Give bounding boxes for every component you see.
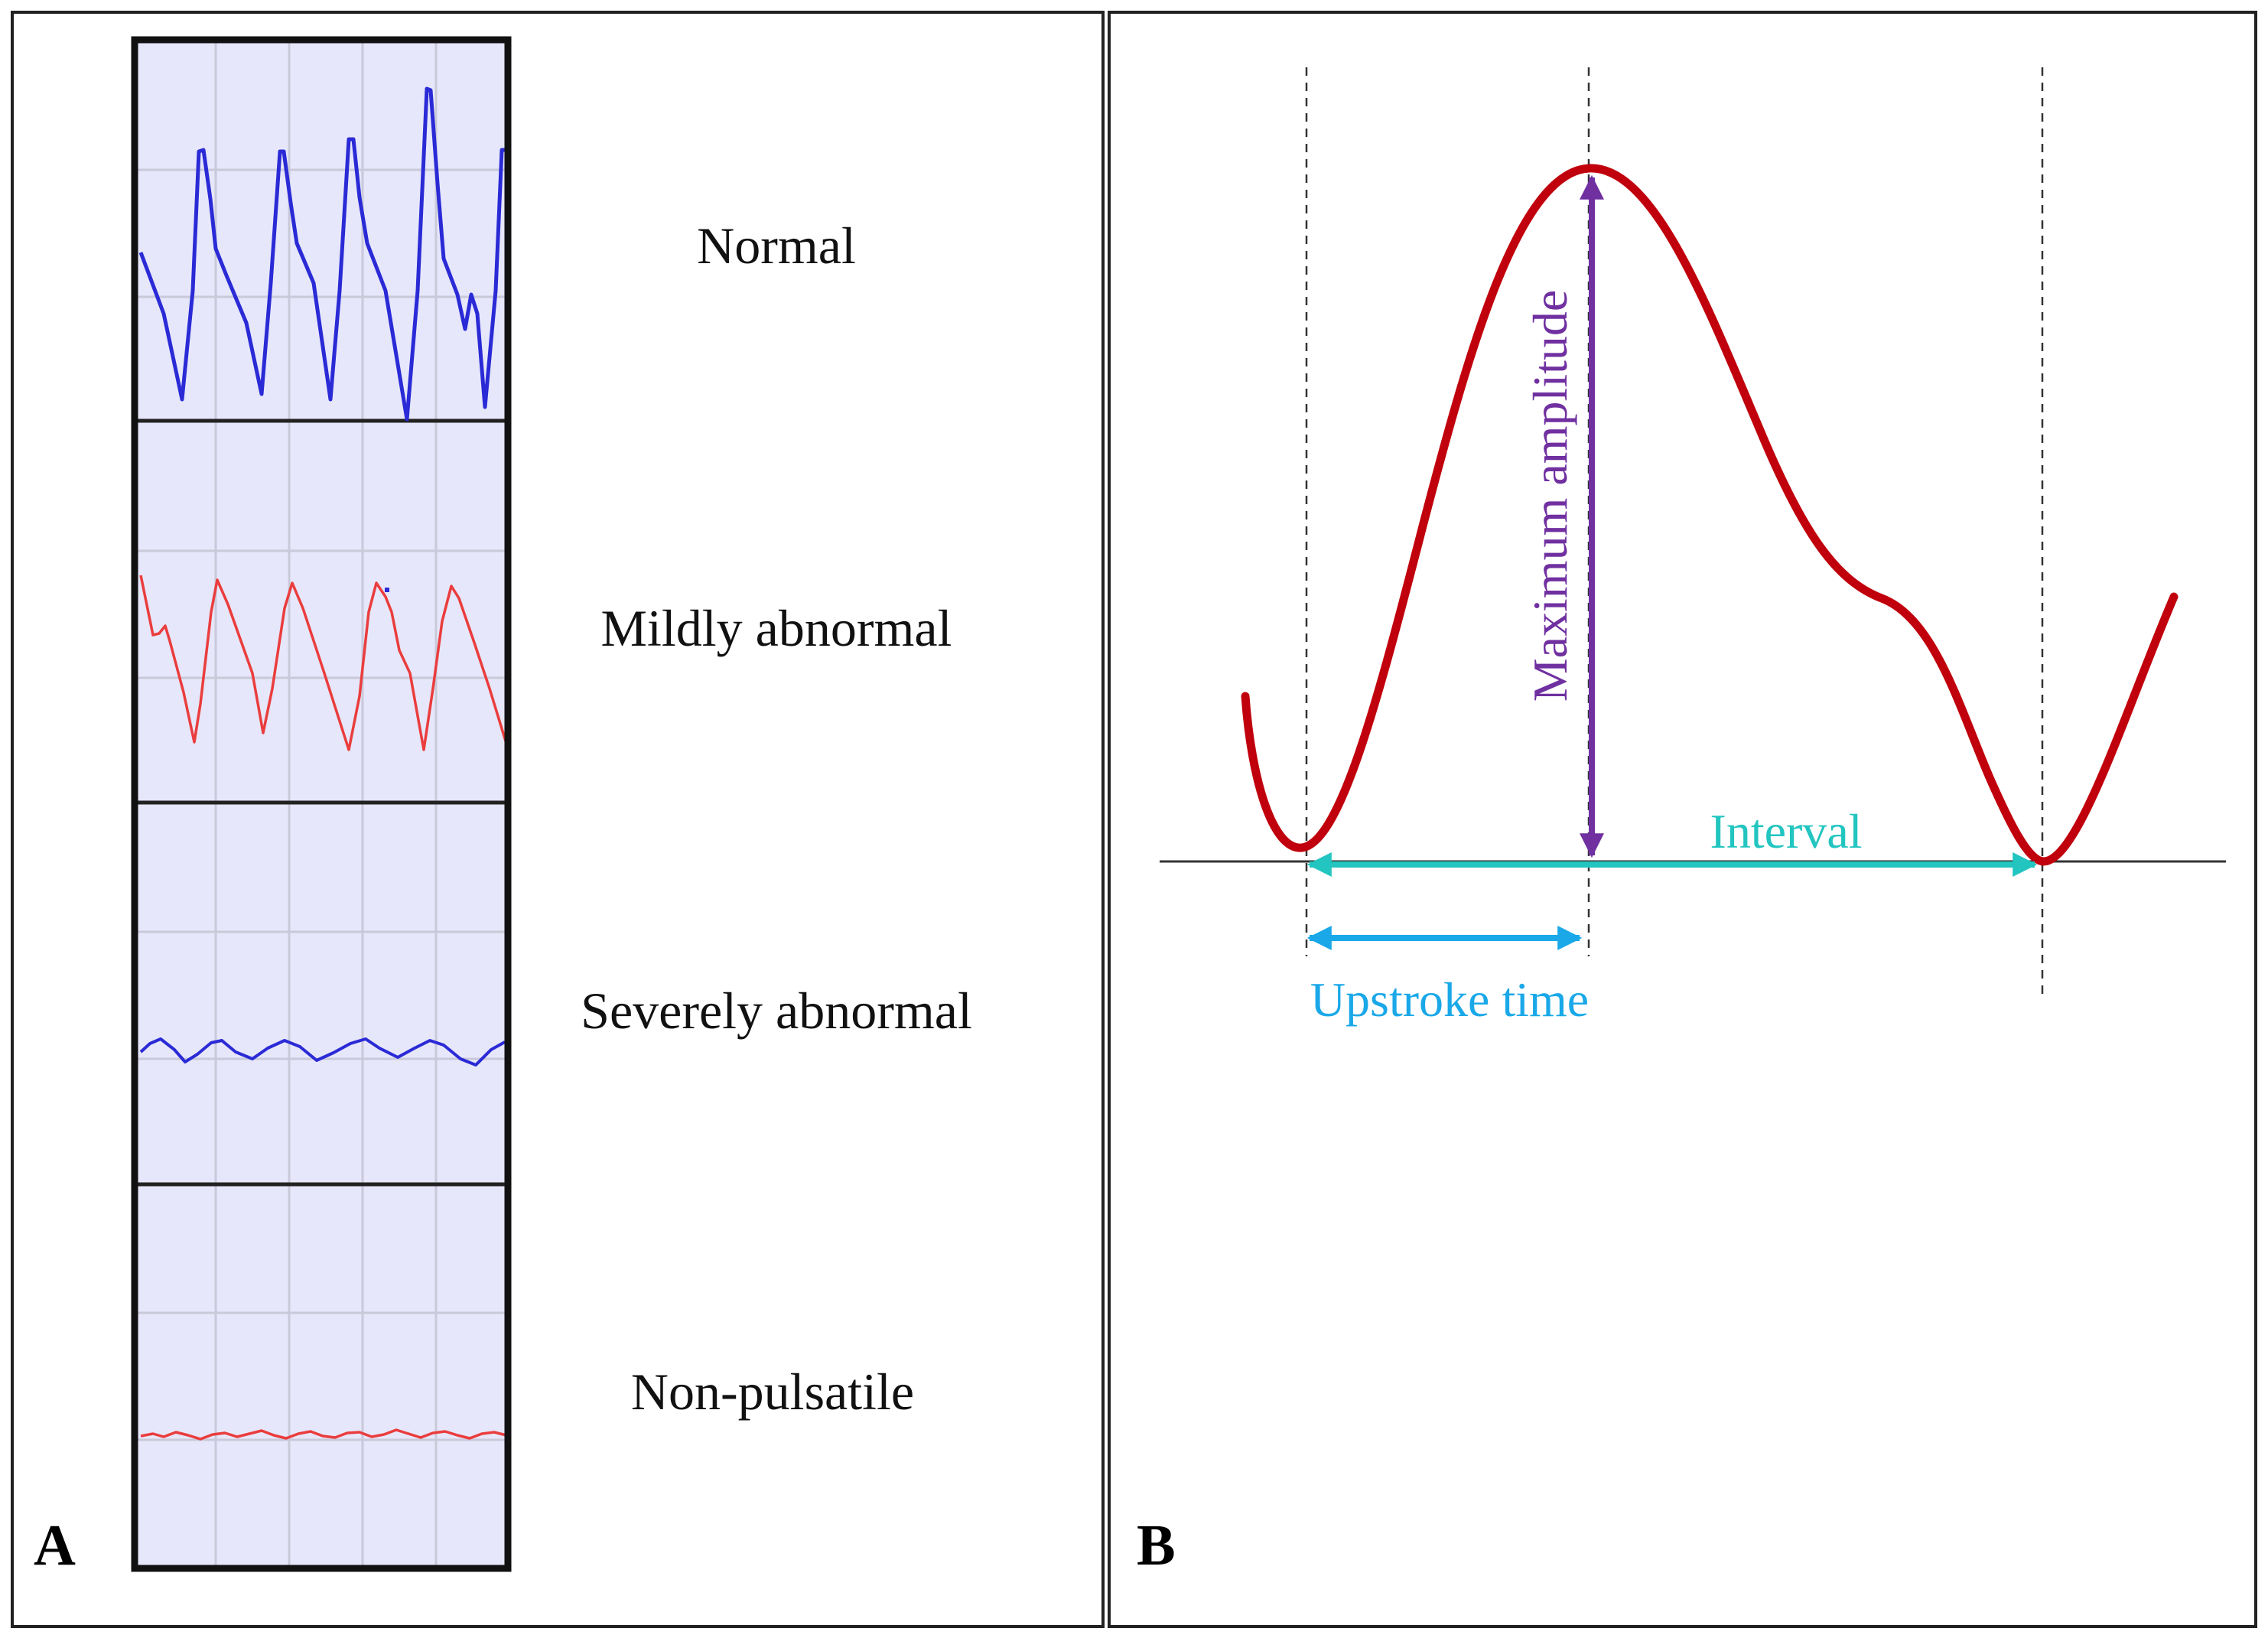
amplitude-label: Maximum amplitude [1523, 290, 1577, 702]
label-mildly-abnormal: Mildly abnormal [601, 599, 952, 657]
label-severely-abnormal: Severely abnormal [581, 982, 972, 1040]
pulse-waveform [1241, 164, 2179, 866]
upstroke-label: Upstroke time [1310, 972, 1589, 1027]
panel-a-frame [11, 11, 1105, 1628]
label-normal: Normal [697, 217, 856, 275]
panel-a-letter: A [34, 1513, 76, 1578]
strip-chart [131, 36, 512, 1572]
strip-border [131, 36, 512, 1572]
interval-label: Interval [1710, 804, 1863, 858]
trace-artifact-dot [385, 588, 389, 592]
strip-separators [135, 418, 508, 1187]
panel-b-letter: B [1137, 1513, 1176, 1578]
trace-non-pulsatile [140, 1428, 507, 1441]
trace-normal [138, 86, 506, 422]
trace-mildly-abnormal [139, 575, 508, 751]
trace-severely-abnormal [139, 1037, 506, 1066]
label-non-pulsatile: Non-pulsatile [631, 1363, 914, 1421]
guide-lines [1305, 67, 2044, 995]
panel-b-frame [1108, 11, 2257, 1628]
